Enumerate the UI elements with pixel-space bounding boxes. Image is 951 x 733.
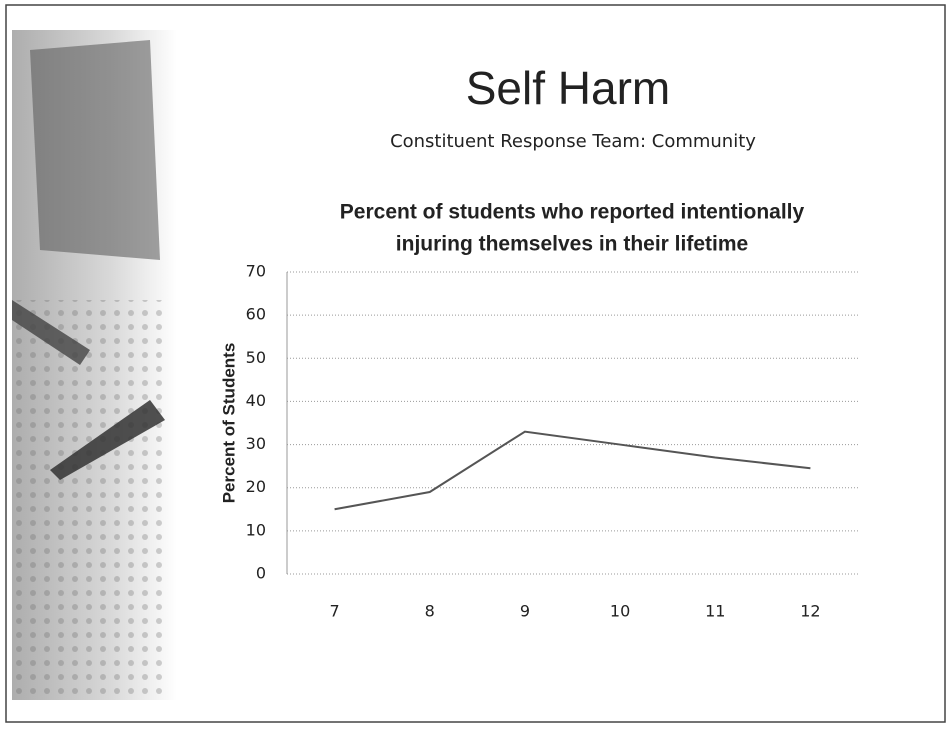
y-tick-label: 0 xyxy=(256,564,266,583)
slide: Self Harm Constituent Response Team: Com… xyxy=(0,0,951,729)
chart-title: Percent of students who reported intenti… xyxy=(340,201,805,224)
chart-title: injuring themselves in their lifetime xyxy=(396,233,748,256)
decor-image xyxy=(12,30,177,700)
data-line xyxy=(335,432,811,510)
y-tick-label: 10 xyxy=(246,520,266,539)
slide-title: Self Harm xyxy=(466,62,670,114)
y-tick-label: 40 xyxy=(246,391,266,410)
x-tick-label: 12 xyxy=(800,602,820,621)
y-tick-label: 20 xyxy=(246,477,266,496)
x-tick-label: 7 xyxy=(329,602,339,621)
x-tick-label: 9 xyxy=(520,602,530,621)
y-tick-label: 30 xyxy=(246,434,266,453)
y-tick-label: 70 xyxy=(246,262,266,281)
x-tick-label: 10 xyxy=(610,602,630,621)
y-axis-label: Percent of Students xyxy=(219,343,238,504)
y-tick-label: 60 xyxy=(246,305,266,324)
x-tick-label: 11 xyxy=(705,602,725,621)
y-tick-label: 50 xyxy=(246,348,266,367)
x-tick-label: 8 xyxy=(425,602,435,621)
slide-subtitle: Constituent Response Team: Community xyxy=(390,131,756,152)
